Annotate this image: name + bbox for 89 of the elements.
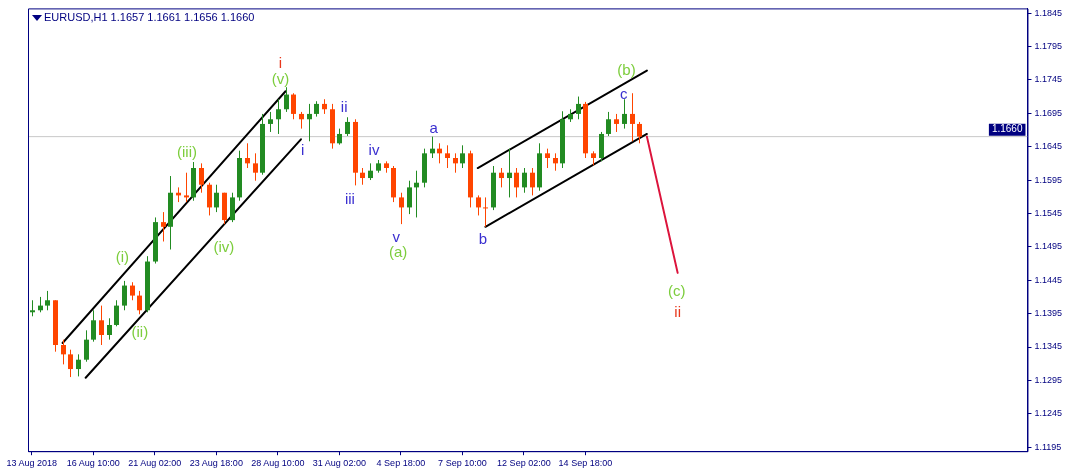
y-tick-label: 1.1295 <box>1034 374 1062 385</box>
y-tick-label: 1.1245 <box>1034 408 1062 419</box>
candlestick <box>614 113 619 133</box>
candlestick <box>530 167 535 196</box>
annotation: iii <box>344 190 355 208</box>
candlestick <box>91 309 96 343</box>
annotation: (iv) <box>213 237 235 255</box>
x-tick-label: 21 Aug 02:00 <box>128 458 182 469</box>
annotation: (v) <box>271 70 290 88</box>
annotation: (b) <box>617 61 636 79</box>
annotation: a <box>429 118 439 136</box>
annotation: c <box>619 84 628 102</box>
y-tick-label: 1.1645 <box>1034 141 1062 152</box>
y-tick-label: 1.1195 <box>1034 441 1062 452</box>
annotation: v <box>392 227 401 245</box>
annotation: (c) <box>667 281 686 299</box>
candlestick <box>130 281 135 301</box>
candlestick <box>499 167 504 188</box>
x-tick-label: 14 Sep 18:00 <box>558 458 613 469</box>
candlestick <box>622 98 627 130</box>
x-tick-label: 28 Aug 10:00 <box>251 458 305 469</box>
x-tick-label: 12 Sep 02:00 <box>497 458 551 469</box>
candlestick <box>161 211 166 242</box>
x-tick-label: 23 Aug 18:00 <box>189 458 243 469</box>
annotation: b <box>478 229 488 247</box>
candlestick <box>137 290 142 315</box>
candlestick <box>606 111 611 137</box>
candlestick <box>514 167 519 198</box>
candlestick <box>476 194 481 216</box>
candlestick <box>453 152 458 174</box>
annotation: (ii) <box>131 323 149 341</box>
y-tick-label: 1.1495 <box>1034 241 1062 252</box>
candlestick <box>291 92 296 120</box>
chart-title: EURUSD,H1 1.1657 1.1661 1.1656 1.1660 <box>44 11 255 24</box>
candlestick <box>122 280 127 311</box>
ref-line-label: 1.1660 <box>991 123 1023 135</box>
candlestick <box>445 144 450 169</box>
candlestick <box>61 339 66 365</box>
candlestick <box>253 152 258 182</box>
candlestick <box>99 305 104 346</box>
candlestick <box>230 192 235 223</box>
candlestick <box>68 349 73 378</box>
candlestick <box>114 299 119 327</box>
candlestick <box>460 144 465 169</box>
candlestick <box>307 103 312 142</box>
candlestick <box>522 167 527 194</box>
y-tick-label: 1.1695 <box>1034 107 1062 118</box>
annotation: (i) <box>115 248 130 266</box>
candlestick <box>276 98 281 135</box>
y-tick-label: 1.1345 <box>1034 341 1062 352</box>
candlestick <box>76 353 81 377</box>
x-tick-label: 7 Sep 10:00 <box>438 458 487 469</box>
candlestick <box>107 317 112 341</box>
candlestick <box>637 121 642 144</box>
candlestick <box>545 148 550 169</box>
y-tick-label: 1.1395 <box>1034 308 1062 319</box>
candlestick <box>245 142 250 169</box>
candlestick <box>483 196 488 228</box>
annotation: ii <box>674 302 681 320</box>
x-tick-label: 4 Sep 18:00 <box>376 458 426 469</box>
candlestick <box>214 184 219 213</box>
candlestick <box>284 86 289 113</box>
candlestick <box>507 148 512 198</box>
x-tick-label: 31 Aug 02:00 <box>312 458 366 469</box>
x-tick-label: 16 Aug 10:00 <box>66 458 120 469</box>
candlestick <box>345 116 350 137</box>
y-tick-label: 1.1595 <box>1034 174 1062 185</box>
candlestick <box>184 172 189 203</box>
candlestick <box>207 182 212 216</box>
annotation: i <box>278 54 283 72</box>
candlestick <box>45 290 50 311</box>
y-tick-label: 1.1795 <box>1034 40 1062 51</box>
y-tick-label: 1.1545 <box>1034 207 1062 218</box>
candlestick <box>576 96 581 120</box>
candlestick <box>630 92 635 142</box>
annotation: iv <box>368 141 380 159</box>
candlestick <box>407 180 412 215</box>
y-tick-label: 1.1745 <box>1034 74 1062 85</box>
candlestick <box>399 192 404 225</box>
y-tick-label: 1.1445 <box>1034 274 1062 285</box>
y-tick-label: 1.1845 <box>1034 7 1062 18</box>
annotation: ii <box>340 97 348 115</box>
candlestick <box>84 329 89 363</box>
annotation: (iii) <box>177 143 198 161</box>
x-tick-label: 13 Aug 2018 <box>6 458 58 469</box>
annotation: i <box>300 141 305 159</box>
candlestick <box>199 162 204 194</box>
candlestick <box>268 111 273 133</box>
annotation: (a) <box>388 243 408 261</box>
